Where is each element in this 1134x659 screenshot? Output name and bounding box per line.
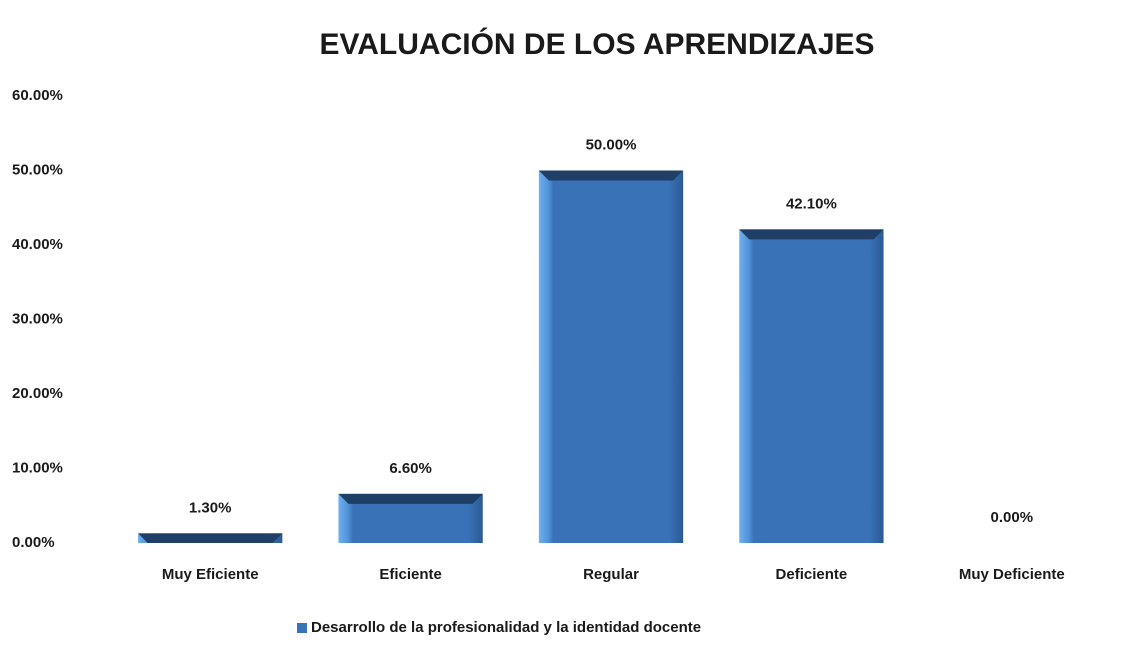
legend-marker <box>297 623 307 633</box>
bar-bevel <box>538 170 684 181</box>
legend-label: Desarrollo de la profesionalidad y la id… <box>311 619 701 636</box>
bar <box>538 170 684 543</box>
value-label: 1.30% <box>189 499 232 516</box>
value-label: 0.00% <box>991 509 1034 526</box>
y-tick-label: 50.00% <box>12 161 63 178</box>
bar <box>739 229 884 544</box>
chart-title: EVALUACIÓN DE LOS APRENDIZAJES <box>319 27 874 61</box>
y-tick-label: 40.00% <box>12 236 63 253</box>
y-tick-label: 60.00% <box>12 87 63 104</box>
value-label: 50.00% <box>586 136 637 153</box>
bar-bevel <box>338 493 483 504</box>
value-label: 6.60% <box>389 460 432 477</box>
y-tick-label: 0.00% <box>12 534 55 551</box>
y-tick-label: 20.00% <box>12 385 63 402</box>
x-tick-label: Eficiente <box>379 566 442 583</box>
x-tick-label: Regular <box>583 566 639 583</box>
value-label: 42.10% <box>786 195 837 212</box>
x-tick-label: Muy Eficiente <box>162 566 259 583</box>
bar-bevel <box>739 229 884 240</box>
y-tick-label: 30.00% <box>12 310 63 327</box>
y-tick-label: 10.00% <box>12 459 63 476</box>
bar-bevel <box>138 533 283 543</box>
x-tick-label: Muy Deficiente <box>959 566 1065 583</box>
x-tick-label: Deficiente <box>776 566 848 583</box>
